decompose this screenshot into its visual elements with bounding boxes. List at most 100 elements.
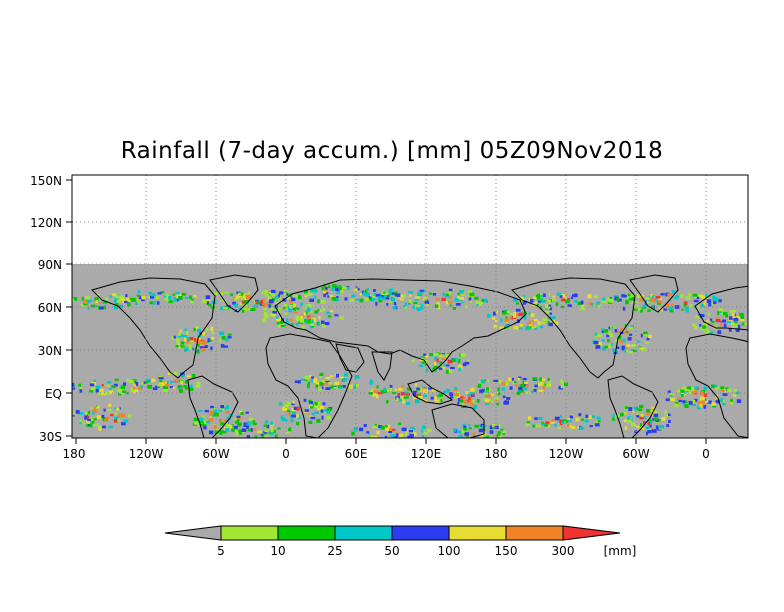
rain-cell [685, 306, 689, 310]
rain-cell [330, 385, 334, 389]
rain-cell [240, 412, 244, 415]
rain-cell [568, 419, 572, 422]
rain-cell [210, 326, 214, 331]
rain-cell [623, 331, 627, 335]
rain-cell [329, 310, 334, 313]
rain-cell [311, 412, 315, 416]
rain-cell [601, 300, 606, 303]
rain-cell [649, 424, 652, 428]
rain-cell [704, 398, 709, 403]
rain-cell [497, 431, 501, 435]
rain-cell [458, 364, 463, 369]
rain-cell [646, 409, 651, 413]
rain-cell [488, 436, 492, 438]
rain-cell [552, 316, 556, 320]
colorbar-label: 10 [270, 544, 285, 558]
rain-cell [636, 294, 641, 298]
rain-cell [229, 424, 233, 429]
rain-cell [454, 298, 460, 302]
rain-cell [456, 395, 461, 399]
rain-cell [704, 299, 708, 304]
rain-cell [560, 379, 563, 383]
rain-cell [504, 400, 510, 405]
rain-cell [156, 296, 159, 300]
rain-cell [519, 384, 525, 388]
rain-cell [651, 406, 656, 409]
rain-cell [208, 417, 214, 422]
rain-cell [369, 390, 375, 393]
rain-cell [182, 335, 188, 338]
rain-cell [701, 295, 706, 299]
rain-cell [133, 383, 136, 387]
rain-cell [479, 380, 482, 384]
rain-cell [79, 421, 83, 425]
rain-cell [441, 357, 446, 360]
rain-cell [736, 399, 742, 403]
rain-cell [279, 321, 284, 324]
lon-label: 180 [485, 447, 508, 461]
rain-cell [534, 384, 538, 388]
rain-cell [639, 404, 644, 408]
rain-cell [476, 304, 480, 307]
rain-cell [462, 403, 465, 406]
rain-cell [334, 382, 340, 385]
rain-cell [89, 423, 93, 428]
rain-cell [398, 435, 402, 438]
rain-cell [425, 354, 429, 358]
rain-cell [84, 300, 89, 305]
rain-cell [593, 341, 599, 345]
rain-cell [538, 416, 543, 420]
rain-cell [283, 303, 288, 307]
rain-cell [116, 299, 122, 303]
rain-cell [293, 406, 299, 410]
rain-cell [453, 389, 458, 392]
rain-cell [309, 325, 314, 329]
rain-cell [332, 285, 337, 288]
rain-cell [651, 429, 657, 433]
rain-cell [733, 394, 737, 397]
rain-cell [527, 321, 531, 325]
rain-cell [276, 322, 280, 325]
rain-cell [608, 326, 611, 330]
rain-cell [417, 291, 423, 295]
rain-cell [388, 294, 391, 297]
rain-cell [173, 297, 178, 301]
rain-cell [522, 295, 526, 299]
rain-cell [176, 298, 179, 302]
rain-cell [505, 316, 508, 320]
rain-cell [608, 296, 613, 301]
rain-cell [278, 402, 282, 406]
rain-cell [686, 386, 692, 390]
rain-cell [241, 309, 245, 313]
rain-cell [227, 336, 232, 339]
rain-cell [539, 377, 542, 382]
lat-label: 90N [38, 258, 62, 272]
latitude-labels: 150N 120N 90N 60N 30N EQ 30S [30, 174, 62, 444]
rain-cell [518, 378, 521, 381]
rain-cell [122, 299, 126, 303]
rain-cell [219, 431, 223, 435]
rain-cell [202, 340, 208, 345]
rain-cell [264, 420, 269, 424]
rain-cell [87, 415, 90, 419]
rain-cell [486, 387, 490, 391]
rain-cell [489, 430, 494, 434]
rain-cell [184, 387, 188, 390]
rain-cell [84, 416, 89, 420]
rain-cell [214, 412, 219, 417]
rain-cell [534, 326, 538, 330]
rain-cell [111, 293, 117, 296]
rain-cell [699, 403, 703, 408]
rain-cell [566, 423, 570, 428]
rain-cell [293, 294, 296, 299]
rain-cell [405, 432, 408, 436]
rain-cell [127, 302, 131, 307]
rain-cell [446, 353, 450, 358]
rain-cell [661, 416, 666, 421]
colorbar-overflow-triangle [562, 525, 621, 541]
rain-cell [597, 420, 601, 423]
rain-cell [202, 331, 206, 336]
rain-cell [619, 340, 623, 344]
rain-cell [614, 339, 618, 343]
rain-cell [141, 296, 146, 300]
